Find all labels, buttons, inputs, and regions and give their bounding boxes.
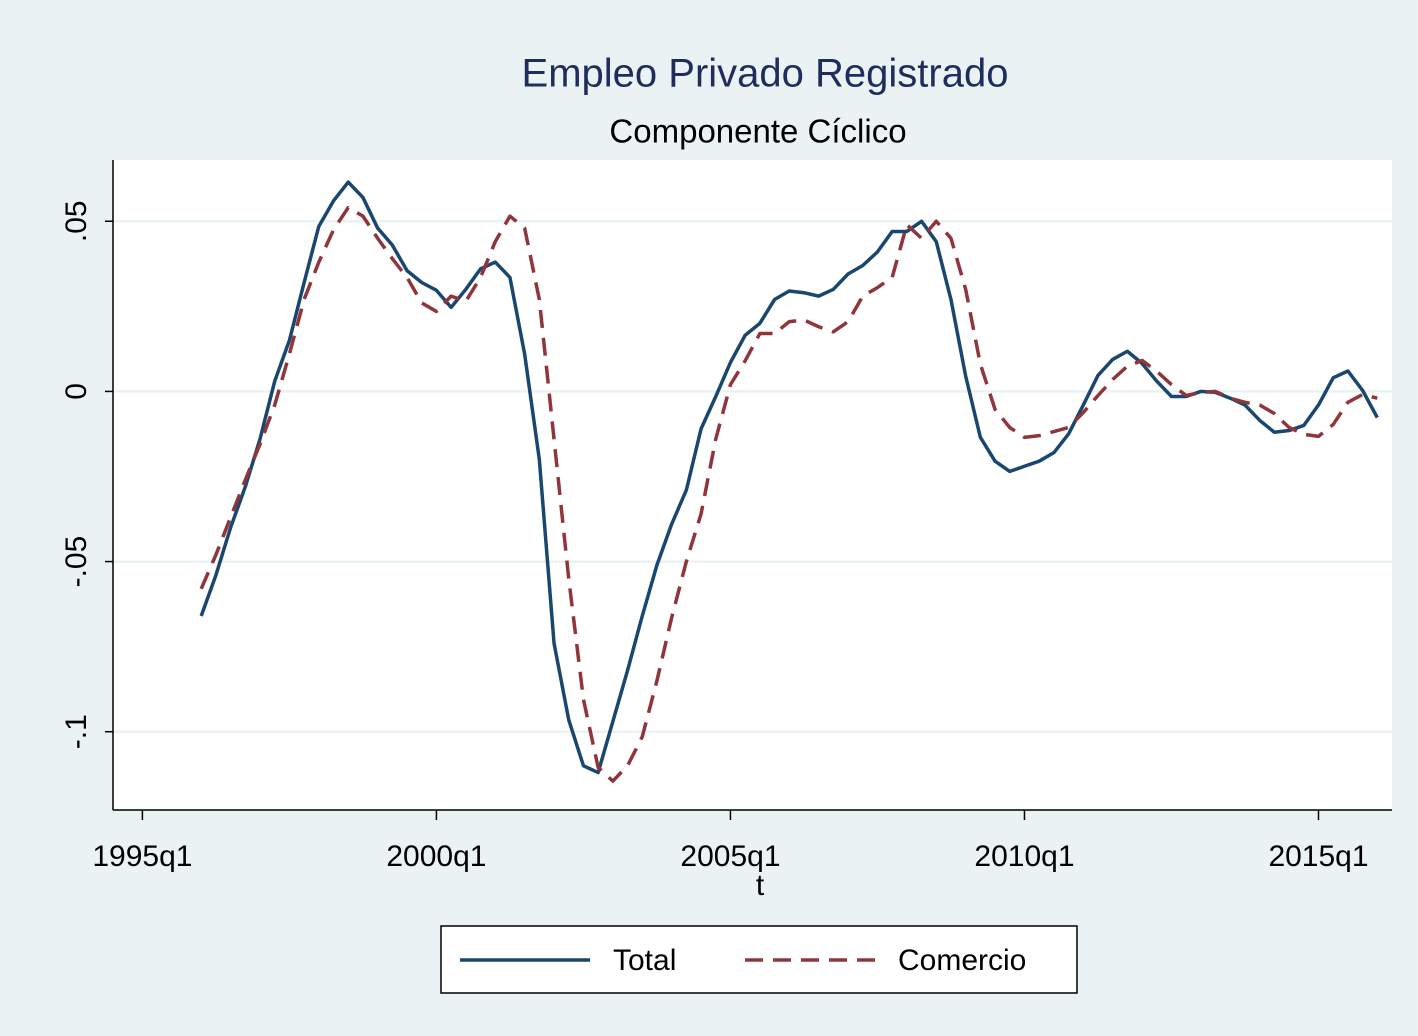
x-tick-label: 2010q1: [974, 840, 1074, 873]
x-axis-title: t: [756, 869, 765, 902]
x-tick-label: 2000q1: [386, 840, 486, 873]
y-tick-label: -.05: [60, 536, 93, 588]
y-tick-label: -.1: [60, 714, 93, 749]
chart-title: Empleo Privado Registrado: [522, 52, 1009, 96]
line-series: [199, 205, 1378, 783]
plot-area: [113, 160, 1392, 810]
x-tick-label: 2015q1: [1268, 840, 1368, 873]
legend-label: Total: [613, 944, 676, 977]
line-series: [199, 180, 1379, 775]
y-tick-label: 0: [60, 383, 93, 400]
x-tick-label: 2005q1: [680, 840, 780, 873]
legend-label: Comercio: [898, 944, 1026, 977]
y-tick-label: .05: [60, 200, 93, 242]
chart-subtitle: Componente Cíclico: [609, 113, 906, 150]
x-tick-label: 1995q1: [92, 840, 192, 873]
